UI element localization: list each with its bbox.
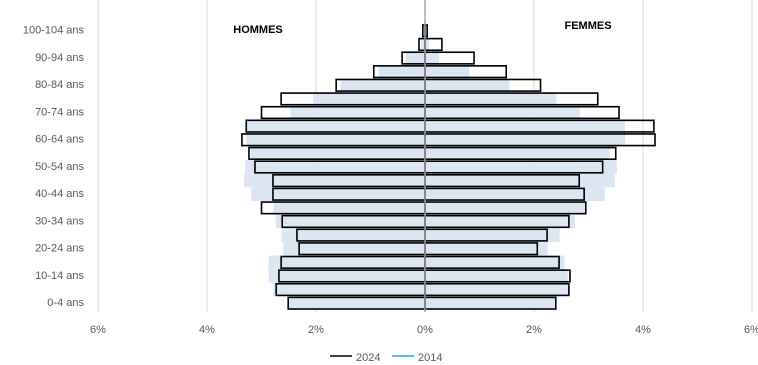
x-tick-label: 6%: [90, 324, 106, 336]
bar: [250, 146, 425, 161]
bar: [425, 255, 565, 270]
y-tick-label: 100-104 ans: [23, 25, 85, 37]
bar: [425, 187, 605, 202]
bar: [425, 228, 560, 242]
bar: [425, 296, 557, 310]
bar: [425, 201, 585, 215]
x-tick-label: 2%: [308, 324, 324, 336]
bar: [425, 282, 568, 297]
x-tick-label: 0%: [417, 324, 433, 336]
bar: [273, 201, 425, 215]
bar: [425, 146, 610, 161]
y-tick-label: 0-4 ans: [47, 297, 84, 309]
y-tick-label: 40-44 ans: [35, 188, 84, 200]
bar: [268, 255, 425, 270]
bar: [425, 92, 557, 106]
bar: [425, 119, 626, 133]
y-tick-label: 20-24 ans: [35, 243, 84, 255]
y-tick-label: 10-14 ans: [35, 270, 84, 282]
bar: [425, 64, 470, 79]
bar: [313, 92, 425, 106]
bar: [425, 132, 626, 147]
bar: [425, 269, 568, 283]
y-tick-label: 50-54 ans: [35, 161, 84, 173]
bar: [405, 51, 425, 65]
y-tick-label: 90-94 ans: [35, 52, 84, 64]
women-label: FEMMES: [564, 20, 611, 32]
bar: [246, 119, 425, 133]
bar: [273, 282, 425, 297]
bar: [281, 228, 425, 242]
y-tick-label: 80-84 ans: [35, 79, 84, 91]
men-label: HOMMES: [233, 24, 283, 36]
bar: [425, 214, 575, 229]
bar: [425, 37, 429, 52]
y-tick-label: 70-74 ans: [35, 106, 84, 118]
bar: [425, 105, 580, 120]
legend-label: 2024: [356, 352, 380, 364]
bar: [283, 241, 425, 256]
bar: [425, 78, 510, 93]
bar: [245, 160, 425, 174]
bar: [425, 241, 548, 256]
bar: [340, 78, 425, 93]
y-tick-label: 60-64 ans: [35, 134, 84, 146]
x-tick-label: 2%: [526, 324, 542, 336]
bar: [425, 51, 440, 65]
bar: [425, 173, 615, 188]
bar: [251, 187, 425, 202]
bar: [421, 37, 425, 52]
x-tick-label: 6%: [744, 324, 758, 336]
bar: [244, 173, 425, 188]
bar: [246, 132, 425, 147]
bar: [287, 296, 425, 310]
x-tick-label: 4%: [199, 324, 215, 336]
bar: [275, 214, 425, 229]
x-tick-label: 4%: [635, 324, 651, 336]
bar: [378, 64, 425, 79]
legend-label: 2014: [418, 352, 442, 364]
bar: [268, 269, 425, 283]
bar: [425, 160, 617, 174]
bar: [290, 105, 425, 120]
y-tick-label: 30-34 ans: [35, 215, 84, 227]
